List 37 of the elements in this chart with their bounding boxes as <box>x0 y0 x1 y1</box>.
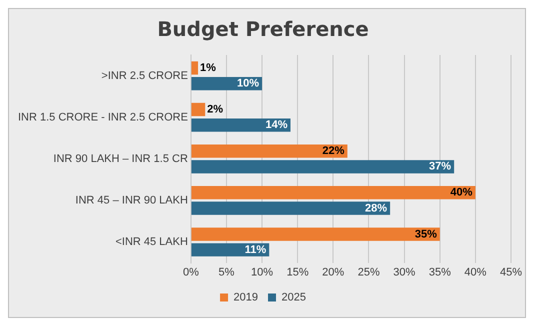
data-label: 11% <box>244 244 266 256</box>
x-tick-label: 0% <box>182 266 200 278</box>
data-label: 35% <box>414 228 438 240</box>
bar <box>191 202 390 215</box>
bar <box>191 118 290 132</box>
x-tick-label: 15% <box>286 266 309 278</box>
x-tick-label: 30% <box>393 266 416 278</box>
legend-label: 2019 <box>234 292 258 304</box>
y-tick-label: INR 1.5 CRORE - INR 2.5 CRORE <box>18 111 188 124</box>
bar <box>191 228 440 241</box>
x-tick-label: 45% <box>500 266 522 278</box>
x-tick-label: 40% <box>464 266 487 278</box>
x-tick-label: 25% <box>358 266 380 278</box>
data-label: 40% <box>450 186 473 199</box>
y-tick-label: <INR 45 LAKH <box>115 236 188 248</box>
x-tick-label: 5% <box>218 266 235 278</box>
data-label: 28% <box>365 202 388 214</box>
x-tick-label: 20% <box>322 266 344 278</box>
bar <box>191 243 270 256</box>
bar <box>191 160 454 174</box>
bar <box>191 61 198 75</box>
chart-title: Budget Preference <box>157 17 369 42</box>
bar <box>191 144 348 158</box>
bar <box>191 186 476 200</box>
legend-label: 2025 <box>282 292 306 304</box>
bar <box>191 102 206 116</box>
data-label: 2% <box>207 104 224 116</box>
data-label: 22% <box>322 145 345 158</box>
data-label: 1% <box>200 62 216 74</box>
data-label: 14% <box>265 119 288 132</box>
y-tick-label: >INR 2.5 CRORE <box>101 70 188 82</box>
x-tick-label: 35% <box>428 266 452 278</box>
data-label: 37% <box>429 160 452 173</box>
data-label: 10% <box>237 78 260 90</box>
y-tick-label: INR 45 – INR 90 LAKH <box>75 194 188 206</box>
x-tick-label: 10% <box>251 266 274 278</box>
y-tick-label: INR 90 LAKH – INR 1.5 CR <box>53 152 188 165</box>
